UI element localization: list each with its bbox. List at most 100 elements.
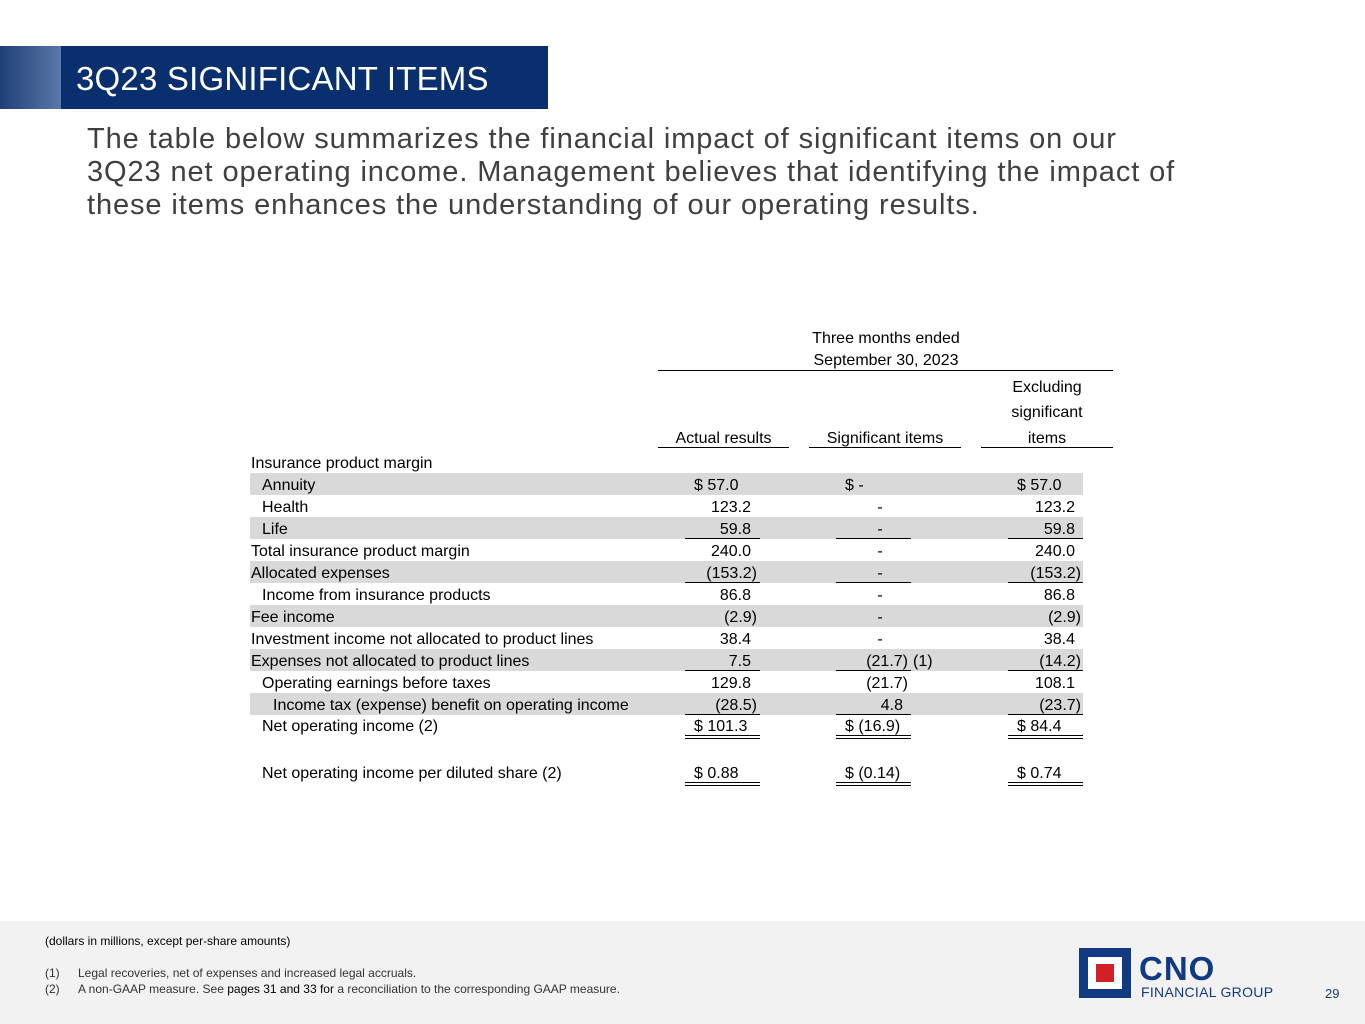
row-label: Fee income [251, 609, 335, 626]
footnote-ref: (1) [913, 653, 933, 670]
row-label: Health [262, 499, 309, 516]
col-excluding-line1: Excluding [1012, 379, 1082, 396]
title-accent-bar [0, 46, 61, 109]
subtotal-rule [836, 538, 911, 539]
total-double-rule [836, 782, 911, 786]
footnote-2-number: (2) [45, 982, 60, 996]
col-underline [981, 447, 1113, 448]
cell-significant: - [877, 609, 883, 626]
cell-significant: $ - [845, 477, 864, 494]
logo-subtitle: FINANCIAL GROUP [1141, 984, 1274, 1000]
row-label: Life [262, 521, 288, 538]
cell-actual: 59.8 [719, 521, 751, 538]
cell-actual: 7.5 [728, 653, 751, 670]
row-band [250, 649, 1083, 671]
cell-actual: 86.8 [719, 587, 751, 604]
subtotal-rule [836, 714, 911, 715]
cell-actual: (28.5) [715, 697, 757, 714]
col-underline [809, 447, 961, 448]
row-band [250, 517, 1083, 539]
cell-excluding: 240.0 [1034, 543, 1075, 560]
period-header-line2: September 30, 2023 [813, 352, 959, 369]
total-double-rule [685, 735, 760, 739]
cell-excluding: 59.8 [1043, 521, 1075, 538]
significant-items-table: Three months ended September 30, 2023 Ex… [250, 330, 1113, 786]
total-double-rule [1008, 782, 1083, 786]
row-band [250, 693, 1083, 715]
cell-actual: 38.4 [719, 631, 751, 648]
subtotal-rule [685, 538, 760, 539]
row-label: Investment income not allocated to produ… [251, 631, 594, 648]
cell-actual: $ 101.3 [694, 718, 748, 735]
footnote-2-text-end: a reconciliation to the corresponding GA… [337, 982, 620, 996]
cell-actual: 240.0 [710, 543, 751, 560]
intro-paragraph: The table below summarizes the financial… [87, 123, 1287, 222]
cell-excluding: 123.2 [1034, 499, 1075, 516]
cell-significant: - [877, 543, 883, 560]
row-label: Income from insurance products [262, 587, 491, 604]
subtotal-rule [685, 582, 760, 583]
cell-significant: - [877, 565, 883, 582]
footnote-2-page-link[interactable]: pages 31 and 33 for [227, 982, 334, 996]
row-label: Income tax (expense) benefit on operatin… [273, 697, 629, 714]
cell-excluding: 86.8 [1043, 587, 1075, 604]
cell-excluding: (14.2) [1039, 653, 1081, 670]
cell-significant: - [877, 587, 883, 604]
intro-line: 3Q23 net operating income. Management be… [87, 156, 1176, 188]
units-note: (dollars in millions, except per-share a… [45, 934, 291, 948]
cell-actual: $ 0.88 [694, 765, 739, 782]
subtotal-rule [685, 670, 760, 671]
intro-line: these items enhances the understanding o… [87, 189, 980, 221]
row-label: Net operating income per diluted share (… [262, 765, 562, 782]
cell-excluding: $ 84.4 [1017, 718, 1062, 735]
row-label: Net operating income (2) [262, 718, 439, 735]
cell-significant: - [877, 521, 883, 538]
cell-excluding: 38.4 [1043, 631, 1075, 648]
header-rule [658, 370, 1113, 371]
slide-title: 3Q23 SIGNIFICANT ITEMS [76, 60, 489, 97]
period-header-line1: Three months ended [812, 330, 960, 347]
col-significant-header: Significant items [826, 430, 944, 447]
footer [0, 921, 1365, 1024]
footnote-2: A non-GAAP measure. See pages 31 and 33 … [78, 982, 620, 996]
subtotal-rule [1008, 714, 1083, 715]
cell-significant: $ (0.14) [845, 765, 901, 782]
total-double-rule [1008, 735, 1083, 739]
footnote-1-text: Legal recoveries, net of expenses and in… [78, 966, 417, 980]
cell-actual: 129.8 [710, 675, 751, 692]
section-label: Insurance product margin [251, 455, 433, 472]
row-band [250, 561, 1083, 583]
col-underline [658, 447, 789, 448]
subtotal-rule [1008, 670, 1083, 671]
cell-actual: 123.2 [710, 499, 751, 516]
intro-line: The table below summarizes the financial… [87, 123, 1117, 155]
cell-excluding: (23.7) [1039, 697, 1081, 714]
cell-significant: - [877, 631, 883, 648]
logo-name: CNO [1139, 950, 1216, 987]
subtotal-rule [1008, 582, 1083, 583]
cno-logo-icon [1079, 948, 1131, 998]
row-label: Total insurance product margin [251, 543, 470, 560]
cell-excluding: $ 0.74 [1017, 765, 1062, 782]
col-excluding-line3: items [1027, 430, 1067, 447]
row-label: Annuity [262, 477, 316, 494]
row-label: Expenses not allocated to product lines [251, 653, 530, 670]
total-double-rule [685, 782, 760, 786]
row-label: Operating earnings before taxes [262, 675, 491, 692]
cell-excluding: $ 57.0 [1017, 477, 1062, 494]
footnote-2-text: A non-GAAP measure. See [78, 982, 224, 996]
col-excluding-line2: significant [1011, 404, 1083, 421]
cell-actual: (153.2) [706, 565, 757, 582]
cell-actual: $ 57.0 [694, 477, 739, 494]
cell-significant: 4.8 [880, 697, 903, 714]
subtotal-rule [685, 714, 760, 715]
cell-actual: (2.9) [724, 609, 757, 626]
footnote-1-number: (1) [45, 966, 60, 980]
cell-significant: (21.7) [866, 675, 908, 692]
cell-excluding: (153.2) [1030, 565, 1081, 582]
total-double-rule [836, 735, 911, 739]
row-band [250, 605, 1083, 627]
cell-excluding: 108.1 [1034, 675, 1075, 692]
col-actual-header: Actual results [675, 430, 772, 447]
cell-significant: (21.7) [866, 653, 908, 670]
